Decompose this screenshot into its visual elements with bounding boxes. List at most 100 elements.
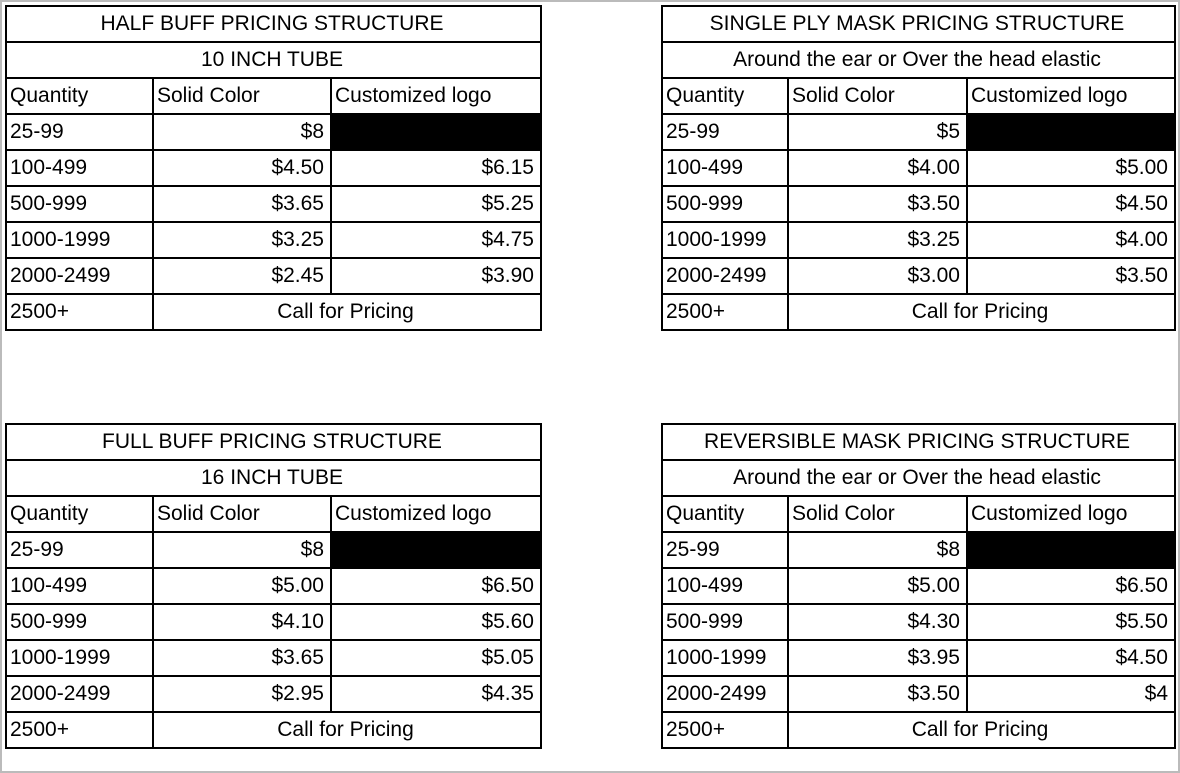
logo-price: $6.15 (330, 149, 542, 187)
quantity: 2500+ (5, 711, 154, 749)
solid-price: $4.10 (152, 603, 332, 641)
solid-price: $5.00 (152, 567, 332, 605)
logo-price: $4.75 (330, 221, 542, 259)
price-row: 2500+ Call for Pricing (5, 711, 542, 749)
quantity: 2000-2499 (5, 675, 154, 713)
logo-price: $5.50 (966, 603, 1176, 641)
solid-price: $4.50 (152, 149, 332, 187)
title-row: REVERSIBLE MASK PRICING STRUCTURE (661, 423, 1176, 461)
quantity: 2500+ (661, 711, 789, 749)
quantity: 25-99 (661, 113, 789, 151)
price-row: 2000-2499 $2.45 $3.90 (5, 257, 542, 295)
table-subtitle: 10 INCH TUBE (5, 41, 542, 79)
header-row: Quantity Solid Color Customized logo (661, 495, 1176, 533)
solid-price: $3.65 (152, 639, 332, 677)
column-header: Customized logo (966, 495, 1176, 533)
logo-price: $5.25 (330, 185, 542, 223)
logo-price: $3.90 (330, 257, 542, 295)
price-row: 2500+ Call for Pricing (661, 711, 1176, 749)
price-row: 25-99 $8 (5, 531, 542, 569)
logo-price: $5.05 (330, 639, 542, 677)
quantity: 500-999 (661, 603, 789, 641)
quantity: 25-99 (5, 113, 154, 151)
quantity: 500-999 (661, 185, 789, 223)
quantity: 100-499 (5, 149, 154, 187)
unavailable-cell (330, 113, 542, 151)
table-title: SINGLE PLY MASK PRICING STRUCTURE (661, 5, 1176, 43)
solid-price: $3.50 (787, 675, 968, 713)
quantity: 1000-1999 (661, 639, 789, 677)
header-row: Quantity Solid Color Customized logo (5, 495, 542, 533)
price-row: 25-99 $8 (661, 531, 1176, 569)
solid-price: $3.95 (787, 639, 968, 677)
solid-price: $4.30 (787, 603, 968, 641)
solid-price: $8 (152, 531, 332, 569)
note: Call for Pricing (787, 711, 1176, 749)
table-subtitle: 16 INCH TUBE (5, 459, 542, 497)
solid-price: $8 (152, 113, 332, 151)
note: Call for Pricing (152, 711, 542, 749)
price-row: 500-999 $4.10 $5.60 (5, 603, 542, 641)
solid-price: $2.95 (152, 675, 332, 713)
title-row: SINGLE PLY MASK PRICING STRUCTURE (661, 5, 1176, 43)
quantity: 2000-2499 (661, 675, 789, 713)
price-row: 100-499 $5.00 $6.50 (5, 567, 542, 605)
logo-price: $5.00 (966, 149, 1176, 187)
subtitle-row: Around the ear or Over the head elastic (661, 41, 1176, 79)
quantity: 1000-1999 (5, 221, 154, 259)
quantity: 25-99 (661, 531, 789, 569)
price-row: 2000-2499 $3.00 $3.50 (661, 257, 1176, 295)
price-row: 1000-1999 $3.25 $4.00 (661, 221, 1176, 259)
solid-price: $5.00 (787, 567, 968, 605)
logo-price: $4.50 (966, 185, 1176, 223)
note: Call for Pricing (152, 293, 542, 331)
table-title: FULL BUFF PRICING STRUCTURE (5, 423, 542, 461)
column-header: Solid Color (787, 77, 968, 115)
column-header: Customized logo (966, 77, 1176, 115)
title-row: HALF BUFF PRICING STRUCTURE (5, 5, 542, 43)
quantity: 2000-2499 (5, 257, 154, 295)
logo-price: $4.00 (966, 221, 1176, 259)
logo-price: $4.50 (966, 639, 1176, 677)
quantity: 100-499 (5, 567, 154, 605)
solid-price: $5 (787, 113, 968, 151)
column-header: Quantity (661, 495, 789, 533)
price-row: 100-499 $5.00 $6.50 (661, 567, 1176, 605)
quantity: 2500+ (661, 293, 789, 331)
solid-price: $3.25 (787, 221, 968, 259)
solid-price: $3.00 (787, 257, 968, 295)
logo-price: $4.35 (330, 675, 542, 713)
price-row: 500-999 $3.50 $4.50 (661, 185, 1176, 223)
column-header: Customized logo (330, 77, 542, 115)
price-row: 500-999 $3.65 $5.25 (5, 185, 542, 223)
quantity: 100-499 (661, 567, 789, 605)
quantity: 2500+ (5, 293, 154, 331)
quantity: 100-499 (661, 149, 789, 187)
logo-price: $6.50 (330, 567, 542, 605)
pricing-table: SINGLE PLY MASK PRICING STRUCTURE Around … (661, 5, 1176, 331)
table-subtitle: Around the ear or Over the head elastic (661, 459, 1176, 497)
subtitle-row: 16 INCH TUBE (5, 459, 542, 497)
column-header: Quantity (661, 77, 789, 115)
unavailable-cell (330, 531, 542, 569)
quantity: 2000-2499 (661, 257, 789, 295)
price-row: 500-999 $4.30 $5.50 (661, 603, 1176, 641)
price-row: 2500+ Call for Pricing (5, 293, 542, 331)
column-header: Quantity (5, 77, 154, 115)
column-header: Quantity (5, 495, 154, 533)
solid-price: $4.00 (787, 149, 968, 187)
table-title: HALF BUFF PRICING STRUCTURE (5, 5, 542, 43)
note: Call for Pricing (787, 293, 1176, 331)
table-subtitle: Around the ear or Over the head elastic (661, 41, 1176, 79)
solid-price: $3.50 (787, 185, 968, 223)
logo-price: $3.50 (966, 257, 1176, 295)
subtitle-row: 10 INCH TUBE (5, 41, 542, 79)
price-row: 1000-1999 $3.65 $5.05 (5, 639, 542, 677)
table-title: REVERSIBLE MASK PRICING STRUCTURE (661, 423, 1176, 461)
pricing-table: REVERSIBLE MASK PRICING STRUCTURE Around … (661, 423, 1176, 749)
pricing-table: HALF BUFF PRICING STRUCTURE 10 INCH TUBE Q… (5, 5, 542, 331)
logo-price: $5.60 (330, 603, 542, 641)
logo-price: $4 (966, 675, 1176, 713)
column-header: Solid Color (152, 495, 332, 533)
